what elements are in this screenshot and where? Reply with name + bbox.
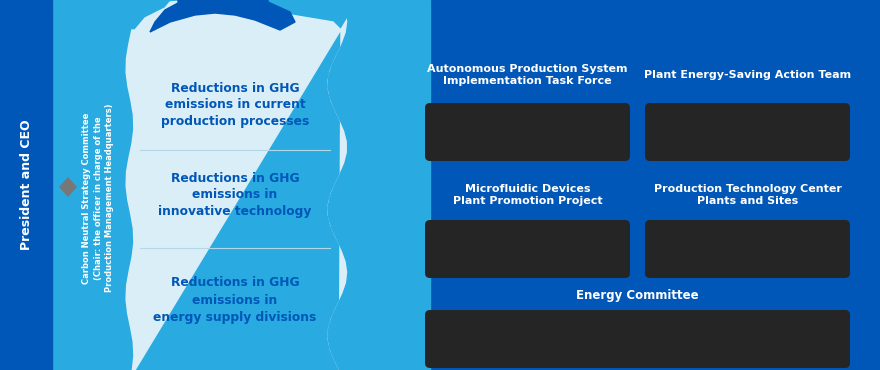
Polygon shape [328,0,358,370]
Text: Autonomous Production System
Implementation Task Force: Autonomous Production System Implementat… [428,64,627,86]
FancyBboxPatch shape [425,310,850,368]
Polygon shape [150,0,295,32]
Text: Reductions in GHG
emissions in
innovative technology: Reductions in GHG emissions in innovativ… [158,172,312,219]
Bar [50,0,430,370]
Text: Microfluidic Devices
Plant Promotion Project: Microfluidic Devices Plant Promotion Pro… [452,184,602,206]
Polygon shape [334,0,415,370]
Text: Plant Energy-Saving Action Team: Plant Energy-Saving Action Team [644,70,851,80]
Text: Reductions in GHG
emissions in current
production processes: Reductions in GHG emissions in current p… [161,81,309,128]
Text: Energy Committee: Energy Committee [576,289,699,302]
FancyBboxPatch shape [645,103,850,161]
Text: President and CEO: President and CEO [19,120,33,250]
FancyBboxPatch shape [425,103,630,161]
Text: Carbon Neutral Strategy Committee
(Chair: the officer in charge of the
Productio: Carbon Neutral Strategy Committee (Chair… [82,104,114,292]
Text: Production Technology Center
Plants and Sites: Production Technology Center Plants and … [654,184,841,206]
Polygon shape [126,0,348,370]
FancyBboxPatch shape [425,220,630,278]
Text: Reductions in GHG
emissions in
energy supply divisions: Reductions in GHG emissions in energy su… [153,276,317,323]
Polygon shape [60,178,76,196]
Bar [0,0,52,370]
FancyBboxPatch shape [645,220,850,278]
